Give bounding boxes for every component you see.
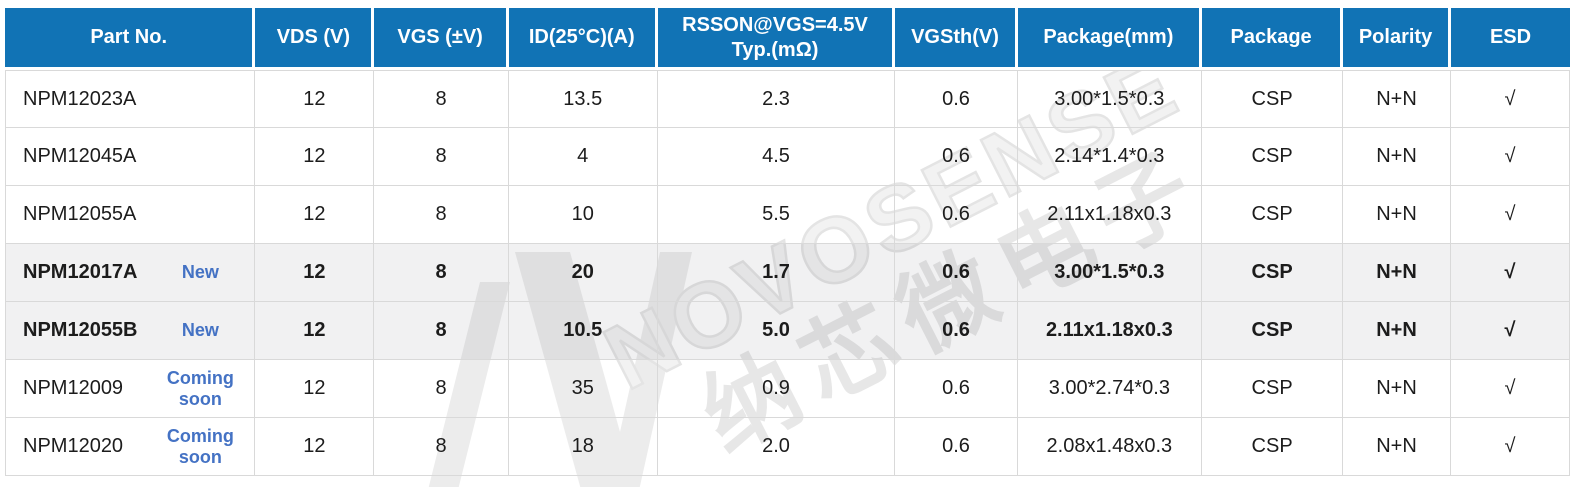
table-row: NPM12023A 12 8 13.5 2.3 0.6 3.00*1.5*0.3… <box>5 70 1570 128</box>
cell-package: CSP <box>1202 128 1344 186</box>
table-row-coming-soon: NPM12009 Coming soon 12 8 35 0.9 0.6 3.00… <box>5 360 1570 418</box>
cell-package: CSP <box>1202 360 1344 418</box>
cell-vgsth: 0.6 <box>895 360 1018 418</box>
cell-vds: 12 <box>255 128 375 186</box>
cell-package: CSP <box>1202 186 1344 244</box>
coming-soon-tag: Coming soon <box>166 426 234 467</box>
cell-vgsth: 0.6 <box>895 186 1018 244</box>
part-number: NPM12023A <box>23 87 137 110</box>
cell-package-mm: 2.08x1.48x0.3 <box>1017 418 1203 476</box>
cell-polarity: N+N <box>1343 244 1451 302</box>
new-tag: New <box>181 320 219 341</box>
cell-vds: 12 <box>255 244 375 302</box>
table-row: NPM12055A 12 8 10 5.5 0.6 2.11x1.18x0.3 … <box>5 186 1570 244</box>
table-row-new-product: NPM12055B New 12 8 10.5 5.0 0.6 2.11x1.18… <box>5 302 1570 360</box>
column-header-id: ID(25°C)(A) <box>508 8 658 70</box>
column-header-vds: VDS (V) <box>255 8 375 70</box>
cell-vgsth: 0.6 <box>895 128 1018 186</box>
cell-vds: 12 <box>255 186 375 244</box>
cell-polarity: N+N <box>1343 128 1451 186</box>
cell-polarity: N+N <box>1343 70 1451 128</box>
cell-vds: 12 <box>255 70 375 128</box>
mosfet-spec-table: Part No. VDS (V) VGS (±V) ID(25°C)(A) RS… <box>5 8 1570 476</box>
cell-rsson: 2.0 <box>657 418 896 476</box>
cell-esd-checkmark: √ <box>1451 244 1570 302</box>
part-number: NPM12055A <box>23 203 137 225</box>
cell-esd-checkmark: √ <box>1451 70 1570 128</box>
column-header-package-mm: Package(mm) <box>1017 8 1203 70</box>
part-number: NPM12020 <box>23 435 124 457</box>
cell-package-mm: 3.00*1.5*0.3 <box>1017 70 1203 128</box>
new-tag: New <box>181 262 219 283</box>
cell-vgs: 8 <box>374 186 509 244</box>
cell-vgs: 8 <box>374 360 509 418</box>
part-number: NPM12055B <box>23 319 138 341</box>
cell-vds: 12 <box>255 302 375 360</box>
cell-vgs: 8 <box>374 128 509 186</box>
cell-id: 10.5 <box>508 302 658 360</box>
part-number: NPM12017A <box>23 261 138 283</box>
table-row-coming-soon: NPM12020 Coming soon 12 8 18 2.0 0.6 2.08… <box>5 418 1570 476</box>
cell-polarity: N+N <box>1343 302 1451 360</box>
cell-rsson: 5.0 <box>657 302 896 360</box>
cell-esd-checkmark: √ <box>1451 128 1570 186</box>
column-header-vgsth: VGSth(V) <box>895 8 1018 70</box>
cell-esd-checkmark: √ <box>1451 418 1570 476</box>
cell-rsson: 4.5 <box>657 128 896 186</box>
column-header-rsson: RSSON@VGS=4.5V Typ.(mΩ) <box>657 8 896 70</box>
cell-vds: 12 <box>255 360 375 418</box>
cell-id: 20 <box>508 244 658 302</box>
cell-vgsth: 0.6 <box>895 70 1018 128</box>
cell-package-mm: 2.14*1.4*0.3 <box>1017 128 1203 186</box>
cell-vgsth: 0.6 <box>895 302 1018 360</box>
cell-id: 13.5 <box>508 70 658 128</box>
cell-package-mm: 3.00*1.5*0.3 <box>1017 244 1203 302</box>
table-header: Part No. VDS (V) VGS (±V) ID(25°C)(A) RS… <box>5 8 1570 70</box>
cell-rsson: 5.5 <box>657 186 896 244</box>
cell-package: CSP <box>1202 418 1344 476</box>
cell-id: 18 <box>508 418 658 476</box>
cell-esd-checkmark: √ <box>1451 302 1570 360</box>
cell-vgs: 8 <box>374 302 509 360</box>
column-header-package: Package <box>1202 8 1344 70</box>
table-row-new-product: NPM12017A New 12 8 20 1.7 0.6 3.00*1.5*0.… <box>5 244 1570 302</box>
cell-vgs: 8 <box>374 418 509 476</box>
cell-id: 10 <box>508 186 658 244</box>
cell-vgsth: 0.6 <box>895 418 1018 476</box>
part-number: NPM12009 <box>23 377 124 399</box>
column-header-part-no: Part No. <box>5 8 256 70</box>
table-row: NPM12045A 12 8 4 4.5 0.6 2.14*1.4*0.3 CS… <box>5 128 1570 186</box>
cell-package: CSP <box>1202 302 1344 360</box>
column-header-polarity: Polarity <box>1343 8 1451 70</box>
cell-polarity: N+N <box>1343 418 1451 476</box>
cell-id: 35 <box>508 360 658 418</box>
column-header-vgs: VGS (±V) <box>374 8 509 70</box>
part-number: NPM12045A <box>23 145 137 167</box>
cell-rsson: 0.9 <box>657 360 896 418</box>
cell-vgs: 8 <box>374 70 509 128</box>
cell-package: CSP <box>1202 70 1344 128</box>
cell-polarity: N+N <box>1343 186 1451 244</box>
cell-package-mm: 3.00*2.74*0.3 <box>1017 360 1203 418</box>
cell-package-mm: 2.11x1.18x0.3 <box>1017 302 1203 360</box>
column-header-esd: ESD <box>1451 8 1570 70</box>
cell-id: 4 <box>508 128 658 186</box>
cell-vgs: 8 <box>374 244 509 302</box>
cell-package-mm: 2.11x1.18x0.3 <box>1017 186 1203 244</box>
cell-package: CSP <box>1202 244 1344 302</box>
cell-vgsth: 0.6 <box>895 244 1018 302</box>
cell-vds: 12 <box>255 418 375 476</box>
coming-soon-tag: Coming soon <box>166 368 234 409</box>
cell-rsson: 1.7 <box>657 244 896 302</box>
cell-esd-checkmark: √ <box>1451 360 1570 418</box>
cell-polarity: N+N <box>1343 360 1451 418</box>
cell-rsson: 2.3 <box>657 70 896 128</box>
cell-esd-checkmark: √ <box>1451 186 1570 244</box>
